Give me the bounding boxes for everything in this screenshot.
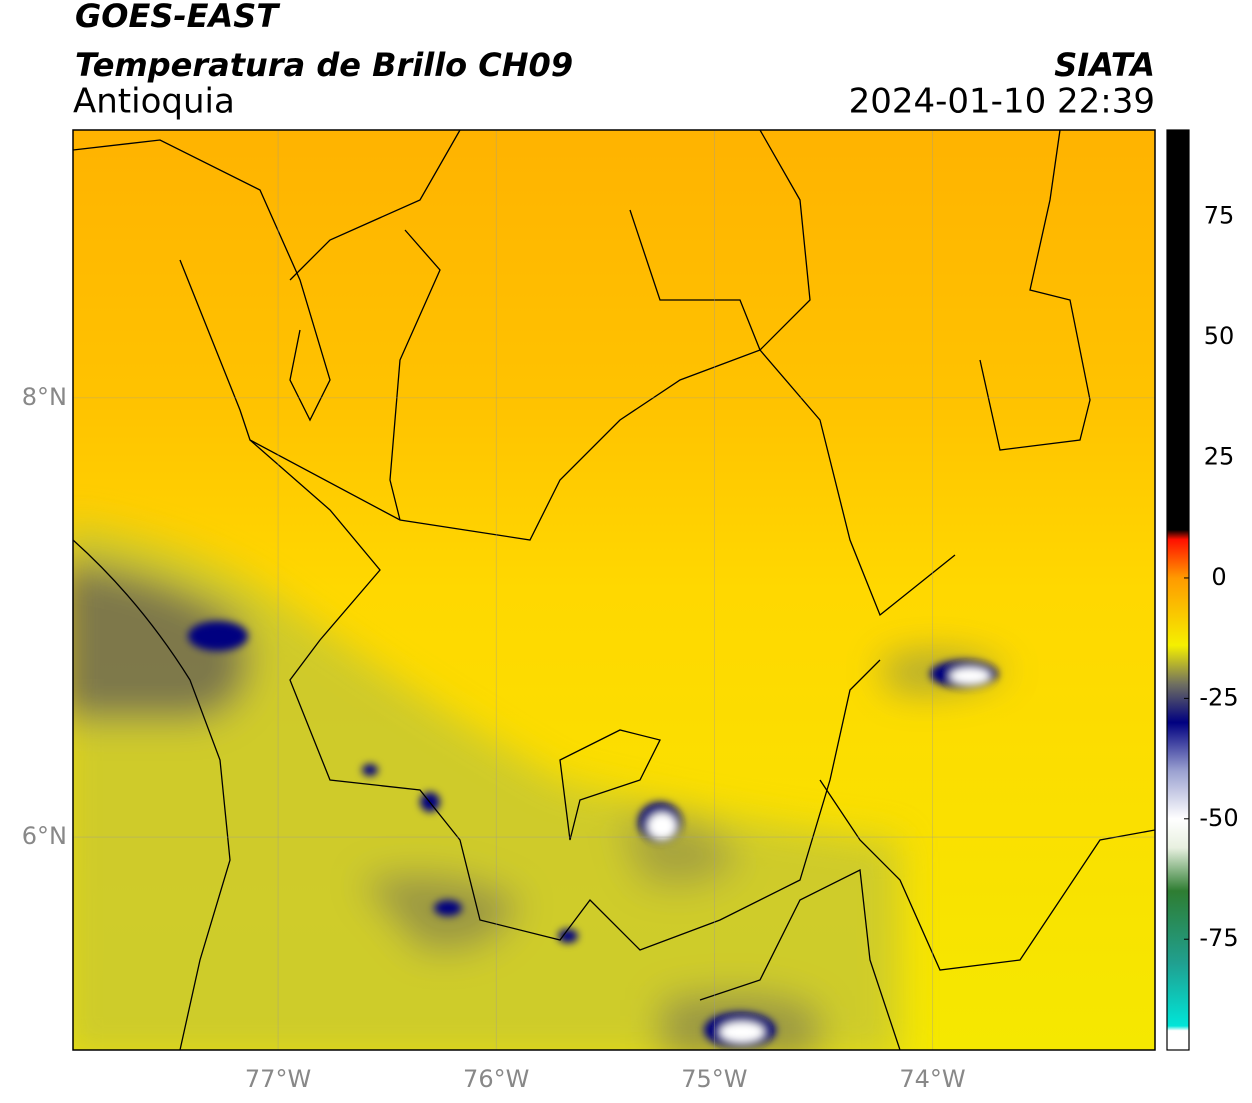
colorbar-tick-label: 50 [1204,322,1235,350]
x-tick-label: 76°W [463,1065,529,1093]
colorbar-tick-label: 0 [1211,563,1226,591]
colorbar-tick-label: -50 [1199,804,1238,832]
x-tick-label: 77°W [245,1065,311,1093]
colorbar-tick-label: -75 [1199,924,1238,952]
map-frame [72,129,1156,1051]
x-tick-label: 74°W [899,1065,965,1093]
x-tick-label: 75°W [681,1065,747,1093]
colorbar-tick-label: -25 [1199,683,1238,711]
datetime: 2024-01-10 22:39 [849,82,1155,122]
map-image [73,130,1155,1050]
title: GOES-EAST [75,0,280,35]
y-tick-label: 8°N [22,383,67,411]
colorbar-frame [1166,129,1190,1051]
colorbar: 75 50 25 0 -25 -50 -75 [1167,130,1239,1050]
colorbar-fill [1167,130,1189,1050]
graticule [73,130,1155,1050]
region: Antioquia [73,82,235,122]
subtitle: Temperatura de Brillo CH09 [75,46,573,84]
y-tick-label: 6°N [22,822,67,850]
colorbar-tick-label: 75 [1204,202,1235,230]
colorbar-tick-label: 25 [1204,443,1235,471]
source: SIATA [1054,46,1155,84]
